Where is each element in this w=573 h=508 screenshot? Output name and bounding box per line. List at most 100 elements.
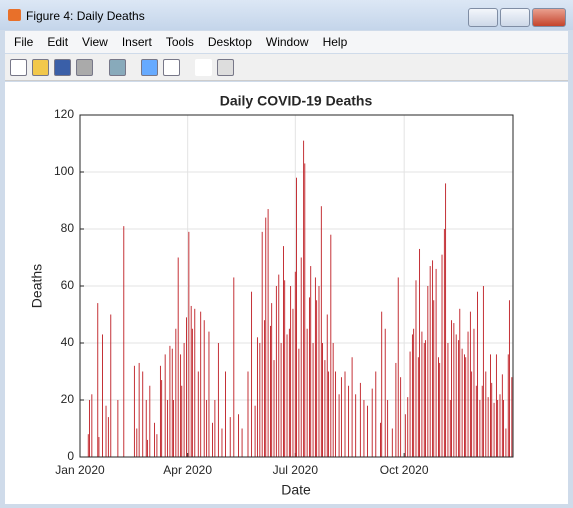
save-button[interactable] (54, 59, 71, 76)
bar (447, 343, 449, 457)
y-tick-label: 20 (61, 392, 75, 406)
bar (314, 277, 316, 457)
title-bar: Figure 4: Daily Deaths (0, 0, 573, 30)
app-icon (8, 9, 21, 21)
bar (409, 351, 411, 457)
bar (505, 428, 507, 457)
bar (294, 271, 296, 457)
new-button[interactable] (10, 59, 27, 76)
bar (429, 266, 431, 457)
bar (387, 400, 389, 457)
bar (380, 422, 381, 457)
bar (290, 286, 292, 457)
bar (194, 308, 196, 457)
bar (451, 320, 452, 457)
bar (407, 397, 409, 457)
bar (327, 371, 329, 457)
bar (371, 388, 373, 457)
minimize[interactable] (468, 8, 498, 27)
bar (503, 400, 505, 457)
bar (475, 385, 477, 457)
menu-item[interactable]: Help (322, 35, 348, 49)
bar (443, 229, 445, 457)
menu-item[interactable]: Insert (121, 35, 152, 49)
bar (154, 422, 156, 457)
pointer-button[interactable] (195, 59, 212, 76)
open-button[interactable] (32, 59, 49, 76)
bar (265, 217, 267, 457)
menu-item[interactable]: Desktop (207, 35, 252, 49)
bar (324, 360, 326, 457)
bar (493, 402, 495, 457)
menu-item[interactable]: Edit (47, 35, 69, 49)
bar (381, 311, 383, 457)
bar (477, 291, 478, 457)
bar (467, 331, 469, 457)
x-tick-label: Apr 2020 (163, 463, 212, 477)
bar (251, 291, 253, 457)
bar (355, 394, 357, 457)
bar (214, 400, 216, 457)
bar (259, 343, 261, 457)
bar (296, 177, 297, 457)
menu-item[interactable]: Window (265, 35, 309, 49)
bar (283, 246, 284, 457)
colorbar-button[interactable] (141, 59, 158, 76)
bar (433, 300, 435, 457)
bar (469, 311, 471, 457)
bar (233, 277, 235, 457)
bar (441, 254, 443, 457)
bar (458, 340, 460, 457)
bar (306, 328, 308, 457)
bar (471, 371, 473, 457)
bar (359, 382, 361, 457)
bar (87, 434, 89, 457)
toolbar (5, 54, 568, 81)
bar (280, 343, 282, 457)
bar (400, 377, 402, 457)
print-button[interactable] (76, 59, 93, 76)
bar (172, 400, 174, 457)
bar (167, 400, 169, 457)
bar (188, 231, 190, 457)
legend-button[interactable] (163, 59, 180, 76)
menu-item[interactable]: Tools (165, 35, 194, 49)
bar (117, 400, 119, 457)
bar (344, 371, 346, 457)
plot-browser-button[interactable] (217, 59, 234, 76)
close[interactable] (532, 8, 566, 27)
bar (481, 385, 483, 457)
maximize[interactable] (500, 8, 530, 27)
bar (487, 397, 489, 457)
bar (465, 357, 467, 457)
bar (298, 348, 300, 457)
bar (455, 334, 457, 457)
bar (490, 354, 491, 457)
bar (138, 362, 140, 457)
y-tick-label: 60 (61, 278, 75, 292)
bar (491, 382, 493, 457)
link-button[interactable] (109, 59, 126, 76)
bar (415, 280, 417, 457)
bar (459, 308, 461, 457)
bar (206, 400, 208, 457)
bar (322, 343, 324, 457)
bar (136, 428, 138, 457)
bar (238, 414, 240, 457)
bar (241, 428, 243, 457)
bar (183, 343, 185, 457)
bar (200, 311, 202, 457)
bar (97, 303, 99, 457)
bar (417, 357, 419, 457)
menu-item[interactable]: View (82, 35, 108, 49)
y-tick-label: 0 (67, 449, 74, 463)
bar (391, 428, 393, 457)
axes-box (79, 114, 514, 458)
y-tick-label: 120 (54, 107, 74, 121)
bar (269, 325, 271, 457)
bar (363, 400, 365, 457)
menu-item[interactable]: File (14, 35, 34, 49)
bar (286, 334, 288, 457)
bar (273, 360, 275, 457)
bar (169, 345, 171, 457)
